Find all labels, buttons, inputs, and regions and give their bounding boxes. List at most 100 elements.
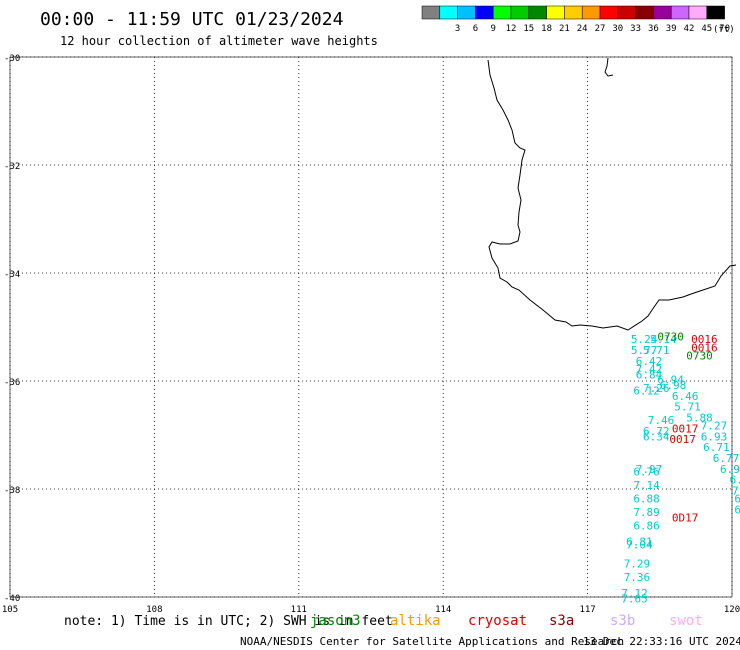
reading-label: 7.12 (621, 587, 648, 600)
lon-label: 105 (2, 605, 18, 615)
reading-label: 0016 (691, 341, 718, 354)
lon-label: 120 (724, 605, 740, 615)
reading-label: 7.42 (636, 363, 663, 376)
color-legend: 3 6 9 12 15 18 21 24 27 30 33 36 39 42 45 70 (421, 5, 730, 34)
lon-label: 117 (579, 605, 595, 615)
map-grid (9, 56, 733, 598)
legend-swatch (492, 5, 512, 20)
legend-label: 39 (666, 24, 677, 34)
reading-label: 7.36 (624, 571, 651, 584)
reading-label: 6.12 (633, 385, 660, 398)
legend-swatch (635, 5, 654, 20)
reading-label: 7.2 (732, 484, 740, 497)
legend-label: 6 (473, 24, 478, 34)
legend-label: 27 (595, 24, 606, 34)
reading-label: 7.14 (633, 479, 660, 492)
reading-label: 6.83 (730, 474, 740, 487)
reading-label: 6.42 (636, 355, 663, 368)
legend-label: 70 (719, 24, 730, 34)
legend-label: 3 (455, 24, 460, 34)
lat-label: -34 (4, 270, 20, 280)
legend-swatch (581, 5, 601, 20)
legend-label: 30 (612, 24, 623, 34)
legend-swatch (564, 5, 583, 20)
lat-label: -36 (4, 378, 20, 388)
satellite-jason3: jason3 (310, 613, 361, 629)
legend-label: 36 (648, 24, 659, 34)
legend-label: 15 (523, 24, 534, 34)
wave-height-readings: 5.245.145.775.716.427.426.846.947.266.98… (621, 331, 740, 606)
lat-label: -30 (4, 54, 20, 64)
reading-label: 7.26 (643, 382, 670, 395)
longitude-labels: 105 108 111 114 117 120 (2, 605, 740, 615)
reading-label: 6.93 (701, 430, 728, 443)
lat-label: -38 (4, 486, 20, 496)
satellite-swot: swot (669, 613, 703, 629)
reading-label: 7.89 (633, 506, 660, 519)
plot-frame (9, 56, 733, 598)
lat-label: -32 (4, 162, 20, 172)
coastline (487, 59, 737, 331)
reading-label: 6.46 (672, 390, 699, 403)
latitude-labels: -30 -32 -34 -36 -38 -40 (4, 54, 20, 604)
reading-label: 6.72 (643, 425, 670, 438)
reading-label: 6.84 (636, 368, 663, 381)
reading-label: 6. (734, 503, 740, 516)
satellite-s3a: s3a (549, 613, 574, 629)
reading-label: 6.86 (633, 520, 660, 533)
reading-label: 7.29 (624, 557, 651, 570)
legend-label: 21 (559, 24, 570, 34)
legend-swatch (475, 5, 494, 20)
legend-swatch (706, 5, 725, 20)
reading-label: 7.27 (701, 420, 728, 433)
reading-label: 7.46 (648, 414, 675, 427)
reading-label: 6.88 (633, 493, 660, 506)
reading-label: 6.93 (720, 463, 740, 476)
reading-label: 6.77 (713, 452, 740, 465)
satellite-altika: altika (390, 613, 441, 629)
legend-label: 33 (630, 24, 641, 34)
map-title: 00:00 - 11:59 UTC 01/23/2024 (40, 9, 343, 30)
legend-label: 45 (701, 24, 712, 34)
legend-swatch (457, 5, 476, 20)
lon-label: 114 (435, 605, 451, 615)
reading-label: 5.88 (686, 412, 713, 425)
timestamp: 13 Dec 22:33:16 UTC 2024 (583, 635, 740, 648)
legend-label: 9 (490, 24, 495, 34)
satellite-legend: jason3 altika cryosat s3a s3b swot (310, 613, 703, 629)
map-subtitle: 12 hour collection of altimeter wave hei… (60, 34, 378, 48)
satellite-s3b: s3b (610, 613, 635, 629)
lon-label: 111 (291, 605, 307, 615)
reading-label: 7.65 (621, 592, 648, 605)
reading-label: 0730 (686, 349, 713, 362)
legend-unit: (ft) (713, 25, 735, 35)
reading-label: 6.81 (626, 536, 653, 549)
reading-label: 6.34 (643, 430, 670, 443)
reading-label: 5.24 (631, 333, 658, 346)
footnote: note: 1) Time is in UTC; 2) SWH is in fe… (64, 614, 393, 629)
legend-label: 18 (541, 24, 552, 34)
legend-swatch (510, 5, 530, 20)
legend-swatch (439, 5, 458, 20)
reading-label: 7.04 (626, 538, 653, 551)
reading-label: 6. (734, 493, 740, 506)
lon-label: 108 (146, 605, 162, 615)
reading-label: 5.71 (674, 401, 701, 414)
legend-swatch (599, 5, 619, 20)
reading-label: 7.97 (636, 463, 663, 476)
legend-swatch (653, 5, 672, 20)
credit-line: NOAA/NESDIS Center for Satellite Applica… (240, 635, 624, 648)
legend-swatch (546, 5, 565, 20)
legend-swatch (688, 5, 708, 20)
legend-swatch (421, 5, 441, 20)
reading-label: 6.71 (703, 441, 730, 454)
legend-label: 24 (577, 24, 588, 34)
reading-label: 5.77 (631, 344, 658, 357)
reading-label: 5.14 (650, 333, 677, 346)
legend-swatch (528, 5, 547, 20)
satellite-cryosat: cryosat (468, 613, 527, 629)
reading-label: 5.71 (643, 344, 670, 357)
reading-label: 6.94 (657, 374, 684, 387)
